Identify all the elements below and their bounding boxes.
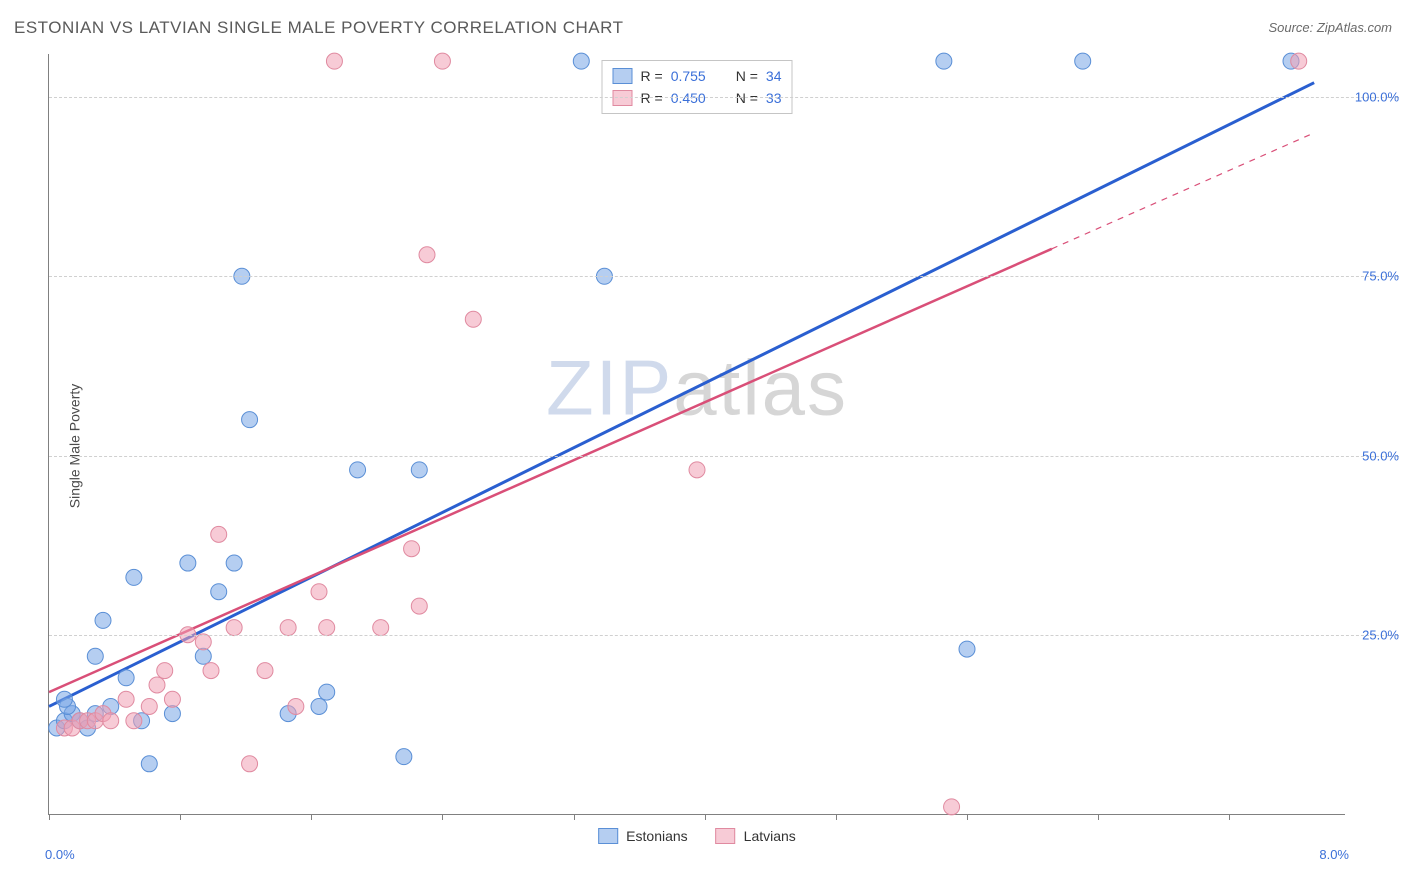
r-value: 0.755 — [671, 65, 706, 87]
data-point — [434, 53, 450, 69]
x-tick — [311, 814, 312, 820]
gridline-h — [49, 456, 1399, 457]
series-legend-label: Latvians — [744, 828, 796, 844]
correlation-legend: R =0.755N =34R =0.450N =33 — [602, 60, 793, 114]
data-point — [211, 526, 227, 542]
data-point — [141, 698, 157, 714]
x-axis-max-label: 8.0% — [1319, 847, 1349, 862]
data-point — [311, 584, 327, 600]
data-point — [195, 634, 211, 650]
series-legend: Estonians Latvians — [598, 828, 796, 844]
data-point — [195, 648, 211, 664]
data-point — [959, 641, 975, 657]
x-tick — [705, 814, 706, 820]
gridline-h — [49, 276, 1399, 277]
data-point — [1075, 53, 1091, 69]
data-point — [411, 598, 427, 614]
r-label: R = — [641, 65, 663, 87]
data-point — [164, 706, 180, 722]
data-point — [311, 698, 327, 714]
legend-swatch — [598, 828, 618, 844]
data-point — [936, 53, 952, 69]
x-tick — [49, 814, 50, 820]
chart-source: Source: ZipAtlas.com — [1268, 20, 1392, 35]
data-point — [396, 749, 412, 765]
x-tick — [574, 814, 575, 820]
n-value: 34 — [766, 65, 782, 87]
data-point — [350, 462, 366, 478]
y-tick-label: 75.0% — [1351, 269, 1399, 284]
data-point — [95, 612, 111, 628]
data-point — [411, 462, 427, 478]
data-point — [280, 620, 296, 636]
correlation-legend-row: R = 0.755 N = 34 — [613, 65, 782, 87]
legend-swatch — [716, 828, 736, 844]
series-legend-item: Estonians — [598, 828, 687, 844]
x-tick — [1229, 814, 1230, 820]
data-point — [319, 620, 335, 636]
data-point — [118, 670, 134, 686]
n-label: N = — [736, 65, 758, 87]
x-tick — [967, 814, 968, 820]
plot-area: ZIPatlas R =0.755N =34R =0.450N =33 Esto… — [48, 54, 1345, 815]
data-point — [944, 799, 960, 815]
data-point — [419, 247, 435, 263]
data-point — [103, 713, 119, 729]
trend-line — [49, 249, 1052, 692]
x-tick — [836, 814, 837, 820]
data-point — [226, 620, 242, 636]
x-tick — [180, 814, 181, 820]
series-legend-item: Latvians — [716, 828, 796, 844]
data-point — [257, 663, 273, 679]
trend-line-dashed — [1052, 133, 1314, 249]
data-point — [126, 713, 142, 729]
data-point — [211, 584, 227, 600]
data-point — [689, 462, 705, 478]
y-tick-label: 50.0% — [1351, 448, 1399, 463]
chart-svg — [49, 54, 1345, 814]
data-point — [126, 569, 142, 585]
data-point — [404, 541, 420, 557]
data-point — [149, 677, 165, 693]
data-point — [226, 555, 242, 571]
data-point — [164, 691, 180, 707]
y-tick-label: 100.0% — [1351, 90, 1399, 105]
data-point — [56, 691, 72, 707]
data-point — [319, 684, 335, 700]
data-point — [87, 648, 103, 664]
legend-swatch — [613, 68, 633, 84]
data-point — [180, 555, 196, 571]
data-point — [157, 663, 173, 679]
data-point — [203, 663, 219, 679]
gridline-h — [49, 97, 1399, 98]
x-tick — [442, 814, 443, 820]
chart-title: ESTONIAN VS LATVIAN SINGLE MALE POVERTY … — [14, 18, 623, 37]
gridline-h — [49, 635, 1399, 636]
x-axis-min-label: 0.0% — [45, 847, 75, 862]
data-point — [118, 691, 134, 707]
data-point — [373, 620, 389, 636]
chart-header: ESTONIAN VS LATVIAN SINGLE MALE POVERTY … — [14, 18, 1392, 44]
y-tick-label: 25.0% — [1351, 627, 1399, 642]
data-point — [242, 412, 258, 428]
data-point — [573, 53, 589, 69]
x-tick — [1098, 814, 1099, 820]
data-point — [465, 311, 481, 327]
data-point — [1291, 53, 1307, 69]
data-point — [242, 756, 258, 772]
data-point — [141, 756, 157, 772]
data-point — [288, 698, 304, 714]
data-point — [326, 53, 342, 69]
series-legend-label: Estonians — [626, 828, 687, 844]
trend-line — [49, 83, 1314, 707]
